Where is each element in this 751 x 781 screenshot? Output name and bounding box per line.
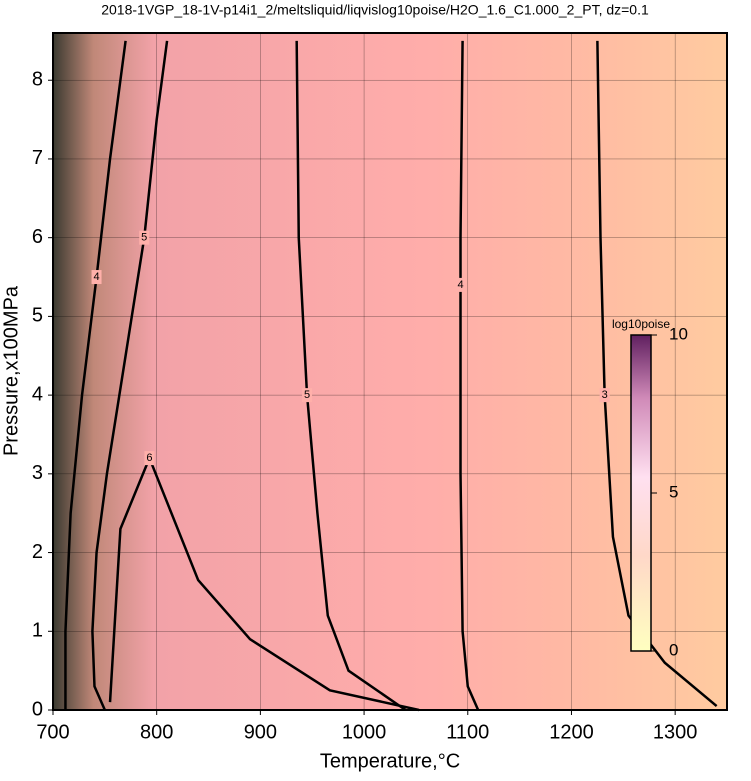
colorbar-tick-label: 5 [669, 482, 678, 501]
contour-label-bg [599, 388, 610, 403]
colorbar-tick-label: 0 [669, 640, 678, 659]
plot-background [53, 33, 727, 710]
contour-line [108, 454, 420, 712]
y-tick-label: 2 [32, 541, 43, 563]
x-tick-label: 1000 [342, 721, 387, 743]
x-tick-label: 1200 [549, 721, 594, 743]
contour-line [295, 40, 407, 712]
x-tick-label: 800 [140, 721, 173, 743]
contour-line [596, 40, 718, 708]
y-tick-label: 5 [32, 305, 43, 327]
y-tick-label: 7 [32, 147, 43, 169]
contour-label-bg [91, 270, 102, 285]
contour-line [91, 40, 169, 711]
contour-label: 3 [602, 389, 608, 401]
colorbar-tick-label: 10 [669, 324, 688, 343]
contour-label: 4 [457, 279, 463, 291]
y-tick-label: 8 [32, 69, 43, 91]
colorbar-label: log10poise [612, 317, 670, 331]
x-axis-label: Temperature,°C [320, 750, 460, 772]
y-tick-label: 3 [32, 462, 43, 484]
y-tick-label: 0 [32, 698, 43, 720]
x-tick-label: 1300 [653, 721, 698, 743]
contour-label: 5 [141, 232, 147, 244]
contour-line [459, 40, 480, 711]
y-tick-label: 6 [32, 226, 43, 248]
contour-label-bg [455, 277, 466, 292]
contour-label: 4 [93, 271, 99, 283]
x-tick-label: 700 [36, 721, 69, 743]
colorbar [630, 334, 652, 652]
contour-line [64, 40, 127, 710]
contour-label-bg [139, 230, 150, 245]
y-tick-label: 1 [32, 620, 43, 642]
y-axis-label: Pressure,x100MPa [0, 285, 22, 456]
contour-label-bg [302, 388, 313, 403]
x-tick-label: 1100 [446, 721, 489, 743]
contour-label-bg [144, 451, 155, 466]
y-tick-label: 4 [32, 383, 43, 405]
chart-title: 2018-1VGP_18-1V-p14i1_2/meltsliquid/liqv… [101, 2, 649, 18]
contour-label: 6 [146, 452, 152, 464]
x-tick-label: 900 [244, 721, 277, 743]
contour-label: 5 [304, 389, 310, 401]
